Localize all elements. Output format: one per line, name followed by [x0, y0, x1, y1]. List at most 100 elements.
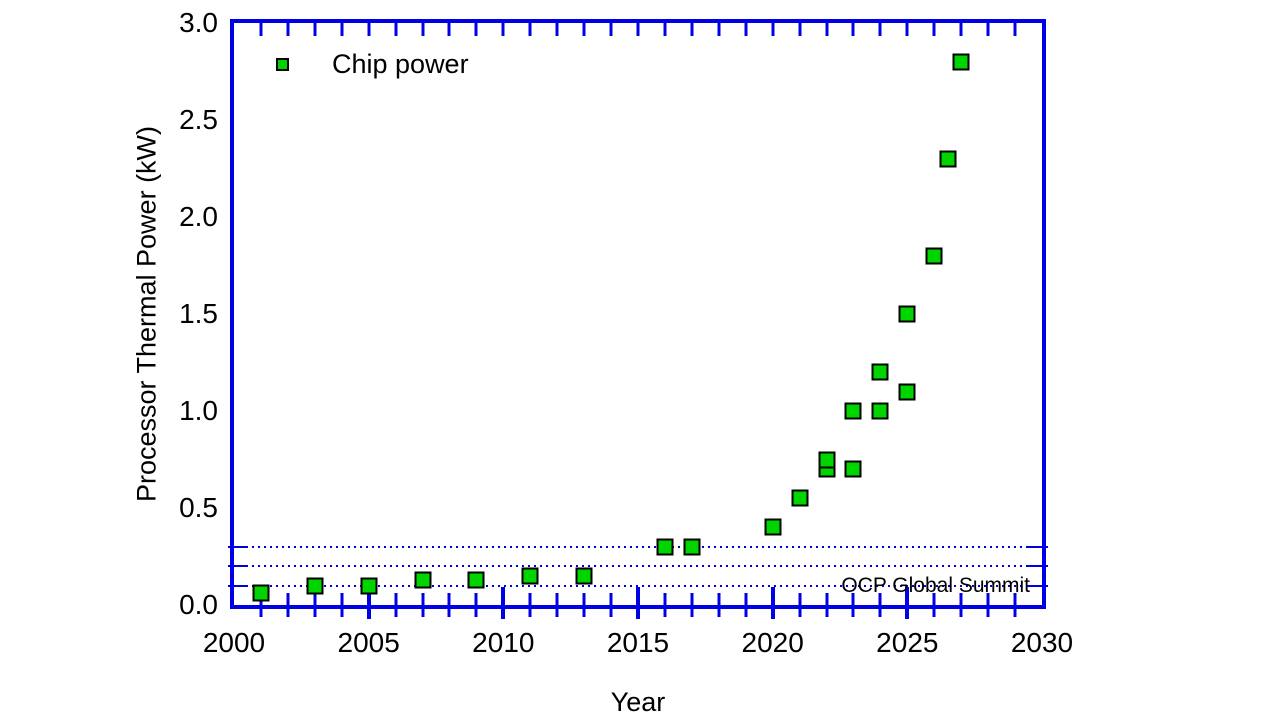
x-minor-tick-bottom: [1013, 593, 1017, 617]
data-point-marker: [656, 538, 674, 556]
data-point-marker: [844, 402, 862, 420]
x-minor-tick-bottom: [582, 593, 586, 617]
x-major-tick-bottom: [366, 587, 371, 619]
x-minor-tick-bottom: [932, 593, 936, 617]
x-minor-tick-top: [474, 23, 478, 36]
x-minor-tick-top: [878, 23, 882, 36]
y-minor-tick-left: [228, 584, 248, 587]
x-minor-tick-bottom: [690, 593, 694, 617]
x-minor-tick-top: [1013, 23, 1017, 36]
x-minor-tick-top: [932, 23, 936, 36]
x-minor-tick-bottom: [340, 593, 344, 617]
x-minor-tick-bottom: [744, 593, 748, 617]
legend-label: Chip power: [332, 49, 469, 79]
x-minor-tick-top: [690, 23, 694, 36]
y-tick-label: 0.5: [179, 492, 218, 523]
x-tick-label: 2010: [472, 627, 535, 658]
data-point-marker: [521, 567, 539, 585]
x-minor-tick-top: [367, 23, 371, 36]
x-minor-tick-bottom: [286, 593, 290, 617]
x-minor-tick-bottom: [474, 593, 478, 617]
data-point-marker: [925, 247, 943, 265]
data-point-marker: [818, 451, 836, 468]
x-minor-tick-top: [905, 23, 909, 36]
annotation-ocp-global-summit: OCP Global Summit: [841, 574, 1030, 597]
x-minor-tick-bottom: [878, 593, 882, 617]
data-point-marker: [467, 571, 485, 589]
x-minor-tick-top: [501, 23, 505, 36]
x-minor-tick-top: [825, 23, 829, 36]
data-point-marker: [939, 150, 957, 168]
data-point-marker: [306, 577, 324, 595]
x-minor-tick-top: [286, 23, 290, 36]
x-minor-tick-bottom: [959, 593, 963, 617]
x-minor-tick-bottom: [609, 593, 613, 617]
y-tick-label: 0.0: [179, 589, 218, 620]
x-minor-tick-top: [421, 23, 425, 36]
data-point-marker: [898, 305, 916, 323]
x-minor-tick-top: [636, 23, 640, 36]
x-minor-tick-bottom: [798, 593, 802, 617]
x-tick-label: 2020: [741, 627, 804, 658]
data-point-marker: [898, 383, 916, 401]
x-tick-label: 2030: [1010, 627, 1074, 658]
y-minor-tick-right: [1028, 545, 1048, 548]
x-minor-tick-top: [609, 23, 613, 36]
x-minor-tick-bottom: [986, 593, 990, 617]
x-minor-tick-top: [447, 23, 451, 36]
x-minor-tick-bottom: [555, 593, 559, 617]
y-minor-gridline: [234, 584, 1042, 587]
legend: Chip power: [276, 50, 469, 78]
x-tick-label: 2005: [337, 627, 400, 658]
x-major-tick-bottom: [770, 587, 775, 619]
data-point-marker: [952, 53, 970, 71]
x-minor-tick-bottom: [447, 593, 451, 617]
y-tick-label: 1.0: [179, 395, 218, 426]
y-tick-label: 2.5: [179, 104, 218, 135]
x-minor-tick-top: [771, 23, 775, 36]
y-minor-tick-right: [1028, 565, 1048, 568]
data-point-marker: [871, 402, 889, 420]
x-major-tick-bottom: [636, 587, 640, 619]
x-minor-tick-bottom: [717, 593, 721, 617]
data-point-marker: [844, 460, 862, 478]
y-minor-gridline: [234, 545, 1042, 548]
x-minor-tick-bottom: [851, 593, 855, 617]
x-minor-tick-bottom: [259, 593, 263, 617]
x-minor-tick-top: [744, 23, 748, 36]
data-point-marker: [360, 577, 378, 595]
y-tick-label: 3.0: [179, 7, 218, 38]
x-minor-tick-bottom: [421, 593, 425, 617]
x-major-tick-bottom: [905, 587, 910, 619]
y-minor-gridline: [234, 565, 1042, 568]
y-tick-label: 2.0: [179, 201, 218, 232]
x-minor-tick-top: [340, 23, 344, 36]
x-minor-tick-top: [394, 23, 398, 36]
x-minor-tick-bottom: [663, 593, 667, 617]
x-tick-label: 2000: [202, 627, 266, 658]
data-point-marker: [764, 518, 782, 536]
x-minor-tick-top: [986, 23, 990, 36]
data-point-marker: [252, 584, 270, 602]
x-minor-tick-top: [259, 23, 263, 36]
x-minor-tick-top: [851, 23, 855, 36]
data-point-marker: [791, 489, 809, 507]
x-minor-tick-bottom: [313, 593, 317, 617]
x-minor-tick-bottom: [394, 593, 398, 617]
plot-area: Chip power OCP Global Summit: [228, 19, 1048, 619]
y-minor-tick-left: [228, 545, 248, 548]
x-minor-tick-bottom: [825, 593, 829, 617]
x-tick-label: 2015: [606, 627, 670, 658]
data-point-marker: [871, 363, 889, 381]
x-minor-tick-top: [313, 23, 317, 36]
x-minor-tick-top: [663, 23, 667, 36]
data-point-marker: [683, 538, 701, 556]
data-point-marker: [414, 571, 432, 589]
x-axis-title: Year: [610, 687, 666, 717]
legend-square-marker-icon: [276, 57, 289, 71]
x-minor-tick-bottom: [528, 593, 532, 617]
y-minor-tick-right: [1028, 584, 1048, 587]
x-major-tick-bottom: [501, 587, 506, 619]
x-minor-tick-top: [959, 23, 963, 36]
x-minor-tick-top: [582, 23, 586, 36]
